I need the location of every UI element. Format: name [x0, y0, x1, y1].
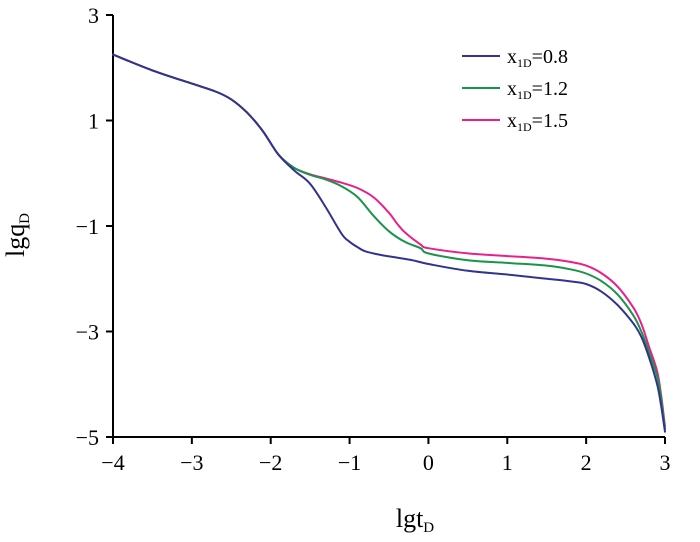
series-lines	[112, 53, 666, 433]
series-line-2	[112, 53, 666, 428]
x-tick-label: 3	[660, 450, 671, 475]
axis-ticks: −4 −3 −2 −1 0 1 2 3 3 1 −1 −3 −5	[76, 3, 671, 475]
x-axis-label: lgtD	[396, 504, 434, 536]
x-tick-label: 1	[502, 450, 513, 475]
series-line-0	[112, 53, 666, 433]
x-tick-label: −3	[180, 450, 203, 475]
legend: x1D=0.8 x1D=1.2 x1D=1.5	[462, 46, 568, 134]
y-tick-label: 3	[88, 3, 99, 28]
legend-item: x1D=0.8	[462, 46, 568, 70]
y-tick-label: −5	[76, 425, 99, 450]
x-tick-label: −1	[338, 450, 361, 475]
y-tick-label: 1	[88, 109, 99, 134]
legend-label-0: x1D=0.8	[507, 46, 568, 70]
x-tick-label: 0	[423, 450, 434, 475]
legend-item: x1D=1.2	[462, 78, 568, 102]
legend-label-1: x1D=1.2	[507, 78, 568, 102]
y-tick-label: −3	[76, 320, 99, 345]
series-line-1	[112, 53, 666, 431]
y-tick-label: −1	[76, 214, 99, 239]
x-tick-label: 2	[581, 450, 592, 475]
axes	[112, 15, 665, 438]
x-tick-label: −2	[259, 450, 282, 475]
y-axis-label: lgqD	[1, 213, 33, 257]
x-tick-label: −4	[101, 450, 124, 475]
legend-item: x1D=1.5	[462, 110, 568, 134]
legend-label-2: x1D=1.5	[507, 110, 568, 134]
